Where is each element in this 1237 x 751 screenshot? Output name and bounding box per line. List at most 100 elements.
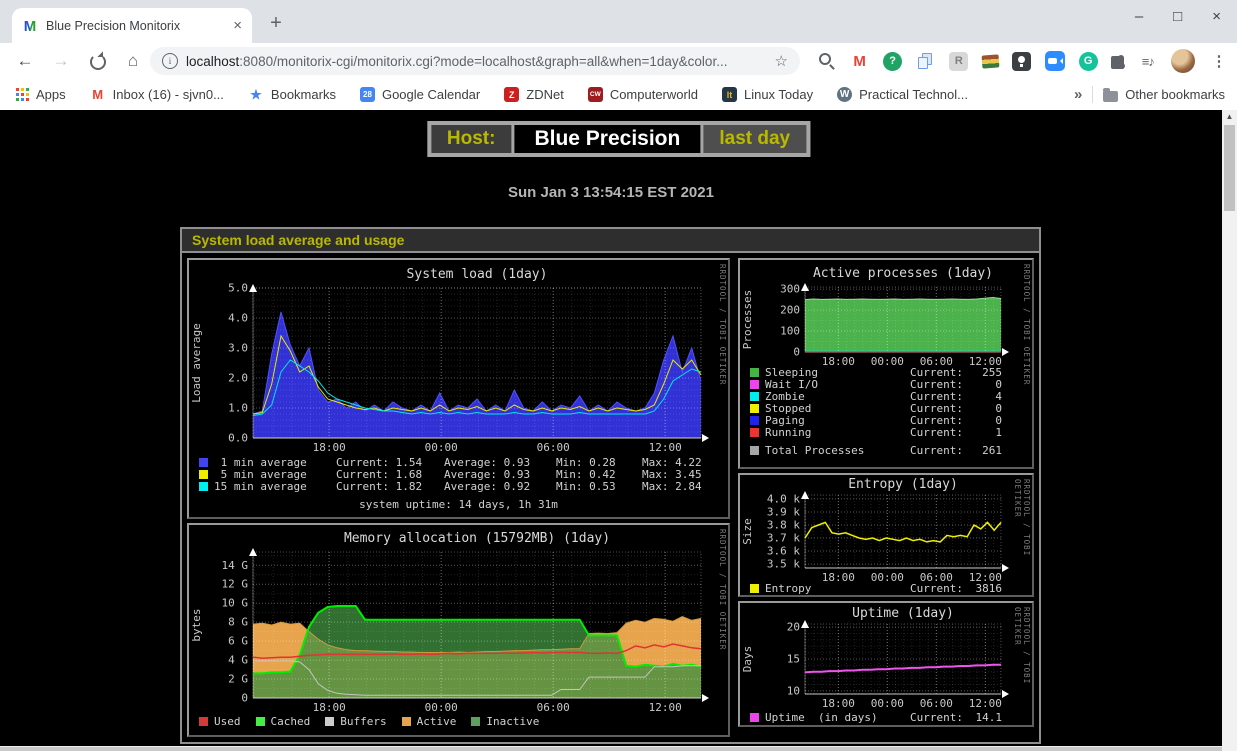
legend-swatch: [750, 427, 759, 437]
svg-text:18:00: 18:00: [313, 441, 346, 454]
svg-text:Days: Days: [741, 646, 754, 673]
back-button[interactable]: ←: [16, 51, 34, 70]
legend-stat-key: Current:: [910, 425, 963, 439]
legend-swatch: [750, 403, 759, 413]
chart-entropy[interactable]: 4.0 k 3.9 k 3.8 k 3.7 k 3.6 k 3.5 k 18:00 00:00…: [738, 473, 1034, 597]
bookmark-apps[interactable]: Apps: [16, 87, 66, 102]
svg-text:00:00: 00:00: [425, 701, 458, 714]
callnote-extension-icon[interactable]: ?: [883, 51, 903, 71]
svg-text:18:00: 18:00: [313, 701, 346, 714]
svg-text:12 G: 12 G: [222, 578, 249, 591]
gmail-extension-icon[interactable]: M: [853, 52, 866, 70]
monitorix-favicon: M: [24, 18, 37, 34]
legend-swatch: [471, 716, 481, 726]
svg-text:20: 20: [787, 621, 800, 634]
legend-stat: Average: 0.93: [444, 455, 531, 469]
url-text[interactable]: localhost:8080/monitorix-cgi/monitorix.c…: [186, 54, 767, 69]
playlist-extension-icon[interactable]: ≡♪: [1141, 53, 1155, 69]
page-scrollbar[interactable]: ▲: [1222, 110, 1237, 751]
bookmark-label: Google Calendar: [381, 87, 481, 102]
zoom-extension-icon[interactable]: [1045, 51, 1066, 71]
svg-text:18:00: 18:00: [822, 697, 855, 710]
svg-text:8 G: 8 G: [228, 616, 248, 629]
bookmark-label: Bookmarks: [270, 87, 336, 102]
search-icon[interactable]: [816, 51, 836, 71]
legend-stat-key: Current:: [910, 443, 963, 457]
chart-memory-allocation[interactable]: 14 G 12 G 10 G 8 G 6 G 4 G 2 G 0 18:00 00:00 06:00…: [187, 523, 730, 737]
scrollbar-up-icon[interactable]: ▲: [1225, 112, 1234, 121]
legend-label: Buffers: [340, 714, 387, 728]
copy-pages-extension-icon[interactable]: [916, 51, 936, 71]
svg-text:15: 15: [787, 653, 800, 666]
charts-right-column: 300 200 100 0 18:00 00:00 06:00 12:00 Active pro…: [738, 258, 1034, 737]
bookmark-label: ZDNet: [526, 87, 564, 102]
scrollbar-thumb[interactable]: [1224, 125, 1235, 211]
new-tab-button[interactable]: +: [270, 12, 282, 34]
legend-label: Zombie: [765, 389, 805, 403]
chart-uptime[interactable]: 20 15 10 18:00 00:00 06:00 12:00 Uptime (1day) D…: [738, 601, 1034, 727]
site-info-icon[interactable]: i: [162, 53, 178, 69]
books-extension-icon[interactable]: [981, 53, 1000, 69]
keep-extension-icon[interactable]: [1012, 51, 1032, 71]
address-bar[interactable]: i localhost:8080/monitorix-cgi/monitorix…: [150, 47, 800, 75]
grammarly-extension-icon[interactable]: G: [1078, 51, 1098, 71]
bookmark-practical-technol[interactable]: W Practical Technol...: [837, 87, 968, 102]
legend-stat-key: Current:: [910, 581, 963, 595]
avatar[interactable]: [1171, 49, 1196, 73]
svg-text:3.7 k: 3.7 k: [767, 532, 800, 545]
legend-stat-value: 1: [995, 425, 1002, 439]
legend-label: 15 min average: [214, 479, 307, 493]
legend-label: Uptime (in days): [765, 710, 878, 724]
legend-label: Used: [214, 714, 241, 728]
legend-row-stopped: Stopped Current: 0: [750, 401, 1018, 415]
browser-tab[interactable]: M Blue Precision Monitorix ×: [12, 8, 252, 43]
linux-today-icon: lt: [721, 87, 737, 102]
home-button[interactable]: ⌂: [127, 51, 139, 70]
tab-strip: M Blue Precision Monitorix × + – □ ×: [0, 0, 1237, 43]
tab-close-icon[interactable]: ×: [233, 17, 242, 34]
svg-text:1.0: 1.0: [228, 402, 248, 415]
chart-active-processes[interactable]: 300 200 100 0 18:00 00:00 06:00 12:00 Active pro…: [738, 258, 1034, 469]
legend-label: Entropy: [765, 581, 812, 595]
legend-row-total-processes: Total Processes Current: 261: [750, 443, 1018, 457]
reload-button[interactable]: [90, 54, 106, 70]
bookmark-star-icon[interactable]: ☆: [774, 53, 788, 70]
bookmark-bookmarks[interactable]: ★ Bookmarks: [248, 87, 336, 103]
legend-swatch: [199, 457, 208, 467]
chart-system-load[interactable]: 5.0 4.0 3.0 2.0 1.0 0.0 18:00 00:00 06:00 12:00 Sy…: [187, 258, 730, 519]
bookmark-zdnet[interactable]: Z ZDNet: [504, 87, 564, 102]
r-extension-icon[interactable]: R: [949, 51, 969, 71]
legend-stat: Average: 0.92: [444, 479, 531, 493]
window-maximize-button[interactable]: □: [1173, 8, 1183, 25]
chart-canvas-system-load: 5.0 4.0 3.0 2.0 1.0 0.0 18:00 00:00 06:00 12:00 Sy…: [190, 267, 709, 454]
window-minimize-button[interactable]: –: [1134, 8, 1144, 25]
puzzle-extensions-icon[interactable]: [1111, 55, 1126, 69]
window-close-button[interactable]: ×: [1212, 8, 1221, 25]
other-bookmarks[interactable]: Other bookmarks: [1103, 87, 1225, 102]
rrdtool-watermark: RRDTOOL / TOBI OETIKER: [718, 529, 727, 651]
legend-row-wait-i-o: Wait I/O Current: 0: [750, 377, 1018, 391]
legend-item-active: Active: [401, 715, 456, 728]
wordpress-icon: W: [837, 87, 853, 102]
svg-text:12:00: 12:00: [969, 355, 1002, 368]
svg-text:Processes: Processes: [741, 290, 754, 350]
host-value: Blue Precision: [514, 125, 701, 153]
svg-text:Entropy (1day): Entropy (1day): [848, 477, 958, 492]
legend-stat-key: Current:: [910, 401, 963, 415]
svg-text:00:00: 00:00: [871, 697, 904, 710]
forward-button[interactable]: →: [52, 51, 70, 70]
svg-text:300: 300: [780, 283, 800, 296]
star-icon: ★: [250, 86, 262, 102]
bookmarks-bar: Apps M Inbox (16) - sjvn0... ★ Bookmarks 28 Go…: [0, 79, 1237, 110]
page-content: Host: Blue Precision last day Sun Jan 3 …: [0, 110, 1237, 751]
bookmark-computerworld[interactable]: CW Computerworld: [587, 87, 698, 102]
bookmarks-overflow-icon[interactable]: »: [1073, 86, 1083, 103]
bookmark-google-calendar[interactable]: 28 Google Calendar: [359, 87, 481, 102]
bookmark-inbox-16-sjvn0[interactable]: M Inbox (16) - sjvn0...: [90, 87, 224, 103]
calendar-icon: 28: [359, 87, 375, 102]
menu-kebab-icon[interactable]: ⋮: [1211, 53, 1227, 70]
bookmark-linux-today[interactable]: lt Linux Today: [721, 87, 813, 102]
section-body: 5.0 4.0 3.0 2.0 1.0 0.0 18:00 00:00 06:00 12:00 Sy…: [182, 253, 1039, 742]
legend-stat-value: 0: [995, 377, 1002, 391]
svg-text:00:00: 00:00: [871, 355, 904, 368]
